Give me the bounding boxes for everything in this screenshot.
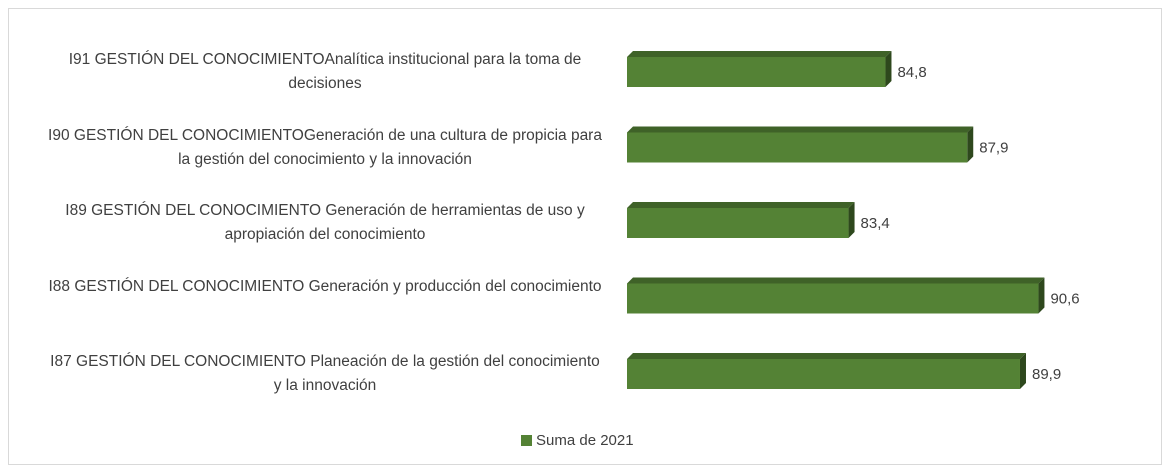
bar-front xyxy=(627,283,1039,314)
category-label: I89 GESTIÓN DEL CONOCIMIENTO Generación … xyxy=(65,202,585,243)
bar-top xyxy=(627,126,974,133)
category-label: I88 GESTIÓN DEL CONOCIMIENTO Generación … xyxy=(48,277,602,295)
bar-side xyxy=(1038,277,1045,314)
value-label: 89,9 xyxy=(1032,366,1061,383)
bar xyxy=(627,277,1045,314)
category-label: I90 GESTIÓN DEL CONOCIMIENTOGeneración d… xyxy=(48,126,602,168)
legend-label: Suma de 2021 xyxy=(536,432,634,449)
bar-top xyxy=(627,202,855,208)
bar xyxy=(627,51,892,87)
legend: Suma de 2021 xyxy=(521,432,634,449)
bar-top xyxy=(627,51,892,57)
bar-top xyxy=(627,353,1026,359)
bar-front xyxy=(627,359,1020,389)
legend-swatch xyxy=(521,435,532,446)
bar-front xyxy=(627,57,886,87)
bar-front xyxy=(627,132,968,163)
bar xyxy=(627,353,1026,389)
value-label: 84,8 xyxy=(897,64,926,81)
bar-front xyxy=(627,208,849,238)
bar xyxy=(627,202,855,238)
bar-side xyxy=(885,51,892,87)
category-label: I91 GESTIÓN DEL CONOCIMIENTOAnalítica in… xyxy=(68,51,582,92)
bar-side xyxy=(848,202,855,238)
bar-side xyxy=(967,126,974,163)
value-label: 90,6 xyxy=(1050,290,1079,307)
value-label: 83,4 xyxy=(861,215,890,232)
bar-side xyxy=(1019,353,1026,389)
bar-top xyxy=(627,277,1045,284)
category-label: I87 GESTIÓN DEL CONOCIMIENTO Planeación … xyxy=(50,353,600,394)
bar xyxy=(627,126,974,163)
value-label: 87,9 xyxy=(979,139,1008,156)
